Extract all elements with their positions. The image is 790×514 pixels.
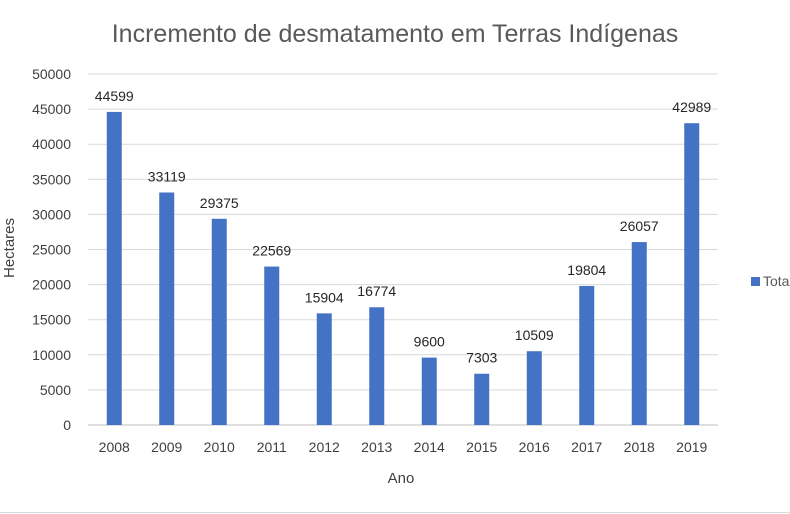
x-tick-label: 2012 [309, 439, 340, 455]
data-labels: 44599 33119 29375 22569 15904 16774 9600 7303 10… [95, 88, 712, 366]
bar [264, 266, 280, 425]
data-label: 7303 [466, 350, 497, 366]
data-label: 22569 [252, 243, 291, 259]
x-tick-label: 2019 [676, 439, 707, 455]
y-tick-label: 5000 [40, 382, 71, 398]
x-axis-title: Ano [388, 470, 415, 487]
legend: Total [751, 273, 790, 289]
data-label: 10509 [515, 327, 554, 343]
x-tick-label: 2009 [151, 439, 182, 455]
y-tick-label: 45000 [32, 101, 71, 117]
data-label: 29375 [200, 195, 239, 211]
data-label: 15904 [305, 289, 344, 305]
bar [684, 123, 700, 425]
legend-swatch [751, 277, 760, 286]
divider [0, 512, 790, 513]
y-tick-label: 20000 [32, 277, 71, 293]
gridlines [88, 73, 718, 426]
bar [631, 242, 647, 425]
x-tick-label: 2017 [571, 439, 602, 455]
bar [369, 307, 385, 425]
y-tick-label: 25000 [32, 242, 71, 258]
data-label: 33119 [148, 169, 186, 185]
data-label: 19804 [567, 262, 606, 278]
bar [106, 111, 122, 425]
bar [579, 285, 595, 425]
data-label: 26057 [620, 218, 659, 234]
chart-title: Incremento de desmatamento em Terras Ind… [112, 20, 679, 48]
bar [316, 313, 332, 425]
data-label: 9600 [414, 334, 445, 350]
x-axis-ticks: 2008 2009 2010 2011 2012 2013 2014 2015 2016 2017… [99, 439, 708, 455]
y-tick-label: 40000 [32, 136, 71, 152]
y-tick-label: 0 [63, 417, 71, 433]
y-axis-ticks: 0 5000 10000 15000 20000 25000 30000 35000 40000… [32, 66, 71, 433]
bar [211, 218, 227, 425]
y-tick-label: 30000 [32, 206, 71, 222]
y-tick-label: 15000 [32, 312, 71, 328]
data-label: 44599 [95, 88, 134, 104]
bar [159, 192, 175, 425]
data-label: 42989 [672, 99, 711, 115]
bar [474, 373, 490, 425]
x-tick-label: 2018 [624, 439, 655, 455]
x-tick-label: 2011 [257, 439, 287, 455]
data-label: 16774 [357, 283, 396, 299]
y-axis-title: Hectares [1, 218, 18, 278]
x-tick-label: 2016 [519, 439, 550, 455]
x-tick-label: 2015 [466, 439, 497, 455]
x-tick-label: 2013 [361, 439, 392, 455]
y-tick-label: 35000 [32, 171, 71, 187]
bar [526, 351, 542, 425]
x-tick-label: 2010 [204, 439, 235, 455]
y-tick-label: 10000 [32, 347, 71, 363]
bars [106, 111, 700, 425]
x-tick-label: 2014 [414, 439, 445, 455]
x-tick-label: 2008 [99, 439, 130, 455]
bar [421, 357, 437, 425]
y-tick-label: 50000 [32, 66, 71, 82]
legend-label: Total [763, 273, 790, 289]
